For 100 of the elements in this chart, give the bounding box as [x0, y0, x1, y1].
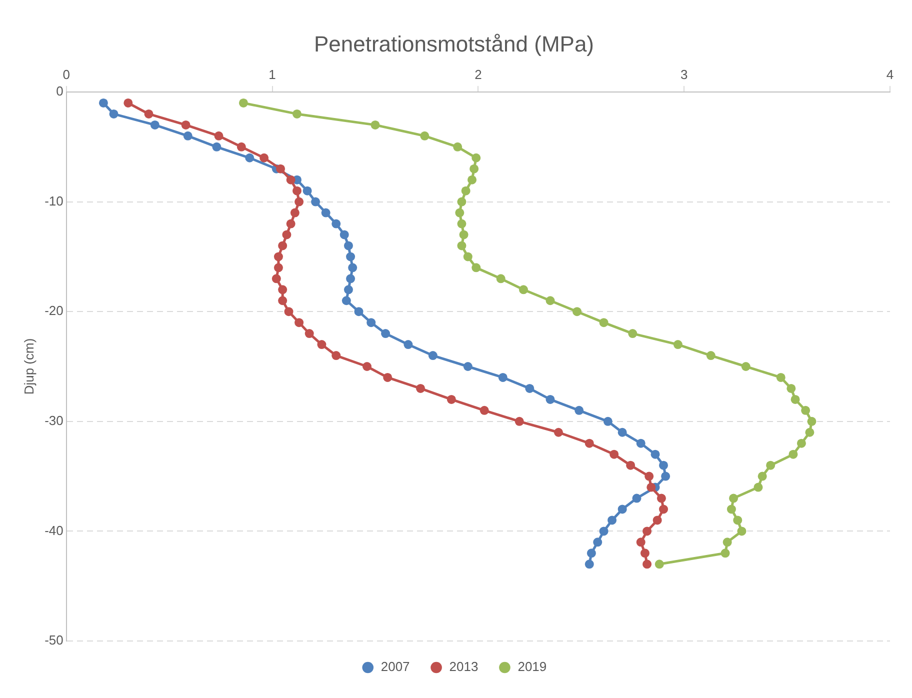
point	[650, 450, 660, 459]
point	[344, 241, 353, 250]
point	[238, 98, 248, 108]
point	[807, 416, 816, 426]
y-tick-label: 0	[56, 84, 64, 99]
legend-label: 2007	[380, 659, 410, 674]
point	[801, 406, 810, 415]
point	[754, 482, 763, 492]
point	[618, 504, 627, 514]
point	[554, 428, 563, 437]
point	[632, 494, 642, 503]
point	[636, 438, 646, 448]
point	[584, 560, 594, 569]
point	[245, 153, 254, 162]
point	[603, 416, 612, 426]
point	[98, 98, 108, 108]
point	[514, 416, 524, 426]
point	[636, 538, 646, 547]
point	[286, 175, 296, 184]
point	[796, 438, 806, 448]
y-tick-label: -30	[44, 412, 64, 428]
point	[790, 394, 800, 404]
point	[463, 252, 472, 262]
x-tick-label: 4	[886, 66, 894, 82]
point	[786, 384, 796, 393]
point	[416, 384, 426, 393]
point	[286, 219, 296, 228]
point	[214, 131, 224, 140]
point	[640, 548, 650, 558]
point	[278, 241, 288, 250]
point	[284, 307, 294, 316]
point	[332, 219, 341, 228]
y-tick-label: -20	[44, 303, 64, 318]
point	[383, 372, 392, 382]
point	[463, 362, 472, 371]
point	[144, 109, 154, 118]
point	[599, 318, 608, 328]
point	[599, 526, 608, 536]
point	[472, 153, 481, 162]
point	[150, 120, 160, 130]
point	[344, 285, 353, 294]
point	[720, 548, 730, 558]
point	[737, 526, 746, 536]
point	[274, 252, 283, 262]
point	[446, 394, 456, 404]
y-tick-label: -50	[44, 632, 64, 648]
point	[608, 516, 617, 525]
point	[659, 460, 668, 470]
point	[642, 560, 652, 569]
point	[706, 351, 716, 360]
point	[346, 252, 356, 262]
point	[788, 450, 798, 459]
point	[673, 340, 682, 350]
point	[546, 394, 555, 404]
point	[317, 340, 326, 350]
point	[428, 351, 438, 360]
x-tick-label: 2	[474, 66, 482, 82]
point	[292, 186, 302, 196]
point	[546, 296, 555, 306]
point	[282, 230, 292, 240]
point	[586, 548, 596, 558]
point	[461, 186, 470, 196]
point	[518, 285, 528, 294]
point	[278, 296, 288, 306]
point	[366, 318, 376, 328]
point	[457, 197, 466, 206]
point	[311, 197, 320, 206]
point	[628, 329, 638, 338]
point	[302, 186, 312, 196]
point	[342, 296, 351, 306]
point	[381, 329, 390, 338]
y-tick-label: -10	[44, 193, 64, 208]
point	[722, 538, 732, 547]
point	[618, 428, 627, 437]
point	[348, 263, 358, 272]
legend-label: 2013	[449, 659, 478, 674]
point	[276, 164, 286, 174]
point	[290, 208, 300, 218]
point	[453, 142, 462, 152]
legend-label: 2019	[518, 659, 547, 674]
x-tick-label: 3	[680, 66, 688, 82]
point	[457, 241, 466, 250]
point	[496, 274, 506, 284]
point	[593, 538, 602, 547]
chart-title: Penetrationsmotstånd (MPa)	[314, 31, 594, 56]
point	[212, 142, 222, 152]
point	[610, 450, 619, 459]
point	[652, 516, 662, 525]
point	[340, 230, 349, 240]
point	[332, 351, 341, 360]
point	[766, 460, 776, 470]
point	[109, 109, 118, 118]
point	[183, 131, 192, 140]
point	[656, 494, 666, 503]
point	[642, 526, 652, 536]
point	[260, 153, 269, 162]
y-axis-title: Djup (cm)	[21, 338, 36, 395]
point	[236, 142, 246, 152]
point	[304, 329, 314, 338]
point	[729, 494, 738, 503]
